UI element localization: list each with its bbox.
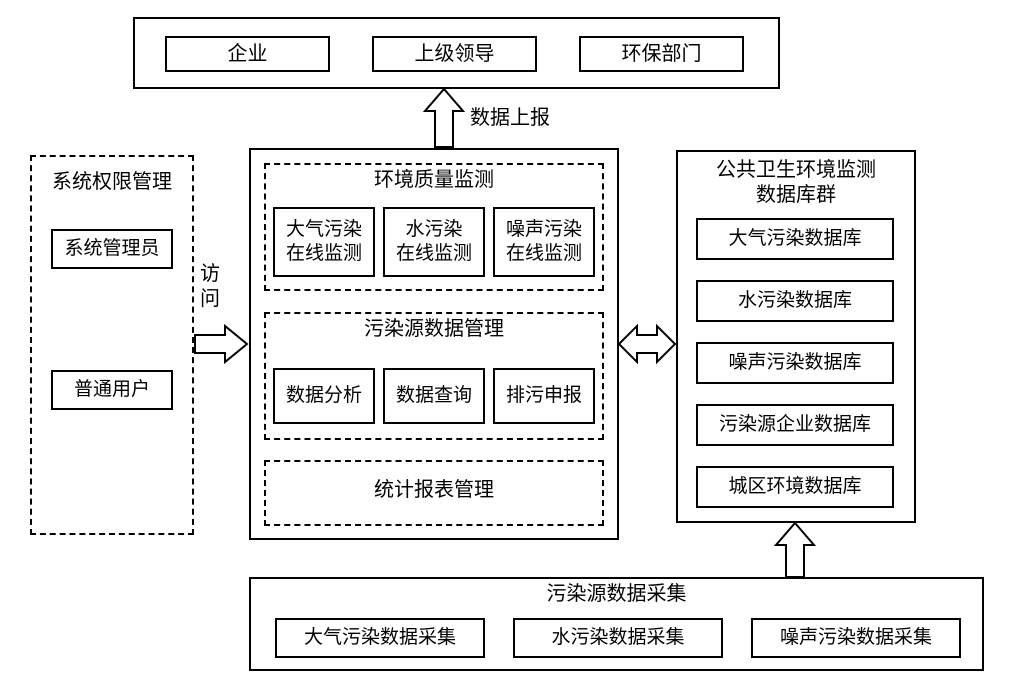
left-item-0: 系统管理员 bbox=[51, 229, 173, 269]
left-title: 系统权限管理 bbox=[38, 170, 186, 195]
arrow-right-icon bbox=[195, 326, 247, 362]
arrow-right-label: 访 问 bbox=[195, 262, 225, 312]
arrow-up-icon bbox=[425, 89, 463, 147]
center-sec2-item-1: 数据查询 bbox=[383, 368, 485, 424]
center-sec2-item-2: 排污申报 bbox=[493, 368, 595, 424]
bottom-item-1: 水污染数据采集 bbox=[513, 618, 723, 658]
right-title: 公共卫生环境监测 数据库群 bbox=[676, 158, 916, 208]
right-item-1: 水污染数据库 bbox=[696, 280, 894, 322]
right-item-2: 噪声污染数据库 bbox=[696, 342, 894, 384]
arrow-up-label: 数据上报 bbox=[470, 106, 590, 131]
center-sec2-title: 污染源数据管理 bbox=[264, 317, 604, 342]
left-item-1: 普通用户 bbox=[51, 370, 173, 410]
right-item-3: 污染源企业数据库 bbox=[696, 404, 894, 446]
center-sec3-title: 统计报表管理 bbox=[264, 478, 604, 503]
bottom-item-0: 大气污染数据采集 bbox=[275, 618, 485, 658]
arrow-bidir-icon bbox=[619, 326, 675, 362]
top-item-0: 企业 bbox=[165, 36, 330, 72]
center-sec1-title: 环境质量监测 bbox=[264, 168, 604, 193]
bottom-item-2: 噪声污染数据采集 bbox=[751, 618, 961, 658]
right-item-0: 大气污染数据库 bbox=[696, 218, 894, 260]
center-sec1-item-2: 噪声污染 在线监测 bbox=[493, 207, 595, 277]
top-item-1: 上级领导 bbox=[372, 36, 537, 72]
center-sec1-item-0: 大气污染 在线监测 bbox=[273, 207, 375, 277]
right-item-4: 城区环境数据库 bbox=[696, 466, 894, 508]
center-sec1-item-1: 水污染 在线监测 bbox=[383, 207, 485, 277]
center-sec2-item-0: 数据分析 bbox=[273, 368, 375, 424]
bottom-title: 污染源数据采集 bbox=[249, 582, 984, 607]
arrow-up2-icon bbox=[776, 523, 814, 577]
left-panel bbox=[30, 155, 194, 535]
top-item-2: 环保部门 bbox=[579, 36, 744, 72]
